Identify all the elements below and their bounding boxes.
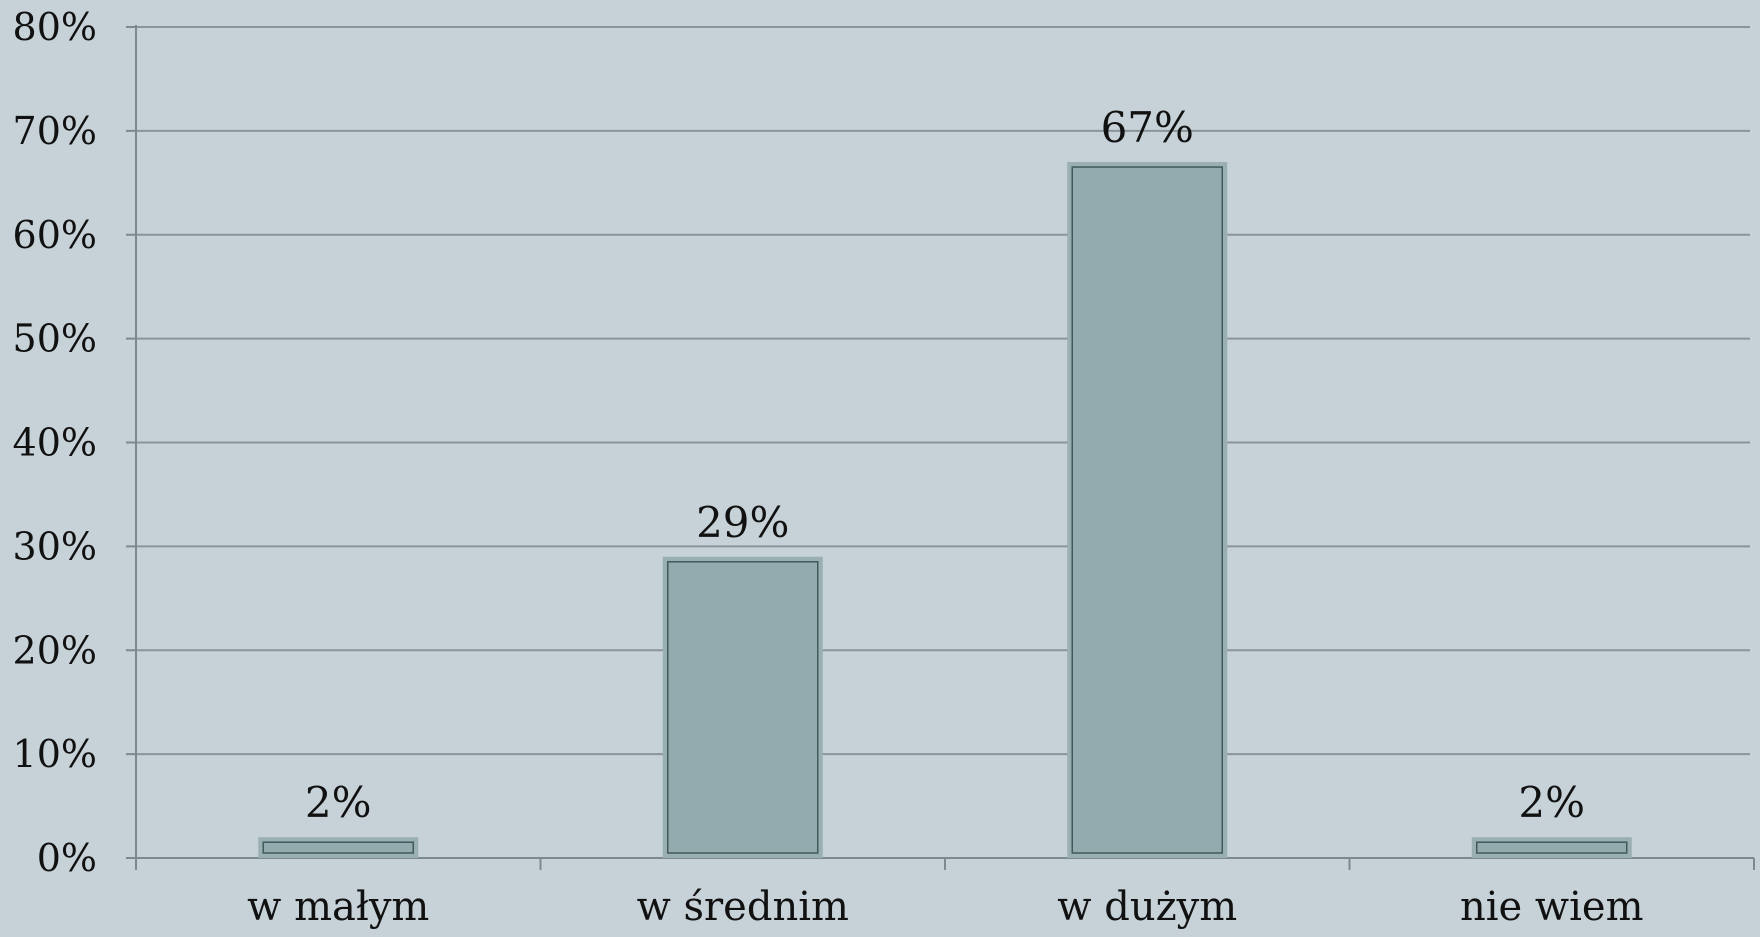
y-tick-label: 70%: [13, 109, 97, 153]
y-tick-label: 0%: [37, 836, 97, 880]
x-category-label: nie wiem: [1460, 884, 1644, 930]
x-category-label: w małym: [247, 884, 429, 930]
axes: [126, 25, 1755, 870]
gridlines: [136, 26, 1750, 756]
bar: [667, 561, 819, 854]
y-tick-label: 60%: [13, 213, 97, 257]
y-tick-label: 40%: [13, 421, 97, 465]
y-tick-label: 20%: [13, 628, 97, 672]
x-category-label: w średnim: [637, 884, 849, 930]
bar-4: [1471, 837, 1632, 858]
data-label: 2%: [305, 778, 372, 827]
bar-2: [662, 556, 823, 858]
x-category-label: w dużym: [1057, 884, 1237, 930]
y-tick-label: 30%: [13, 524, 97, 568]
bar: [262, 841, 414, 854]
y-tick-label: 80%: [13, 5, 97, 49]
data-label: 29%: [696, 498, 789, 547]
y-tick-label: 50%: [13, 317, 97, 361]
bar: [1476, 841, 1628, 854]
labels: 0% 10% 20% 30% 40% 50% 60% 70% 80% 2% w małym 29% w …: [13, 5, 1644, 930]
data-label: 67%: [1101, 103, 1194, 152]
bars: [258, 162, 1632, 859]
data-label: 2%: [1518, 778, 1585, 827]
y-tick-label: 10%: [13, 732, 97, 776]
bar: [1071, 166, 1223, 854]
bar-1: [258, 837, 419, 858]
bar-3: [1067, 162, 1228, 859]
